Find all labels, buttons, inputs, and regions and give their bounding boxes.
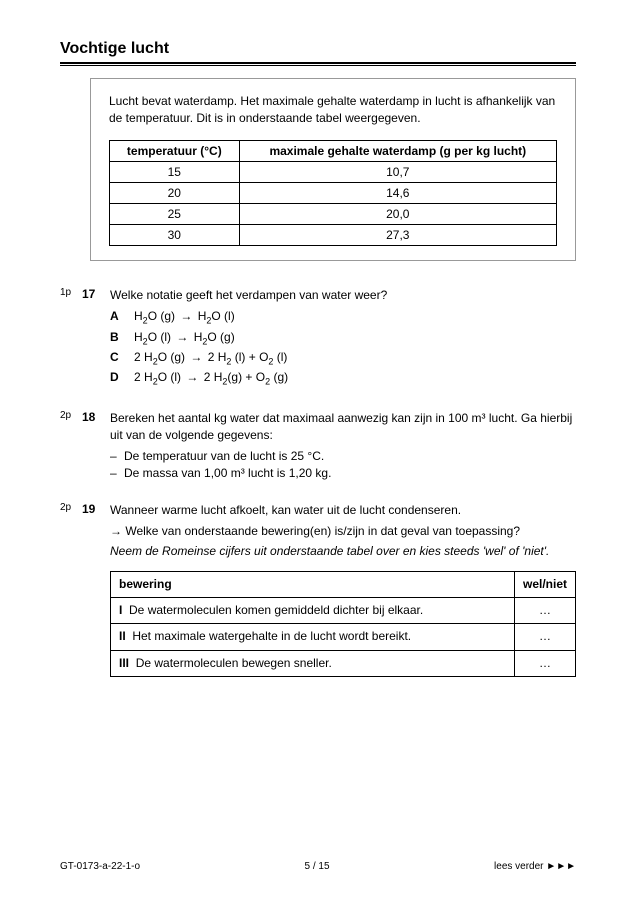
cell-value: 27,3: [239, 224, 556, 245]
question-line-text: Welke van onderstaande bewering(en) is/z…: [125, 524, 520, 538]
truth-answer: …: [514, 598, 575, 624]
bullet-list: De temperatuur van de lucht is 25 °C. De…: [110, 448, 576, 483]
cell-temp: 20: [110, 182, 240, 203]
points-label: 2p: [60, 502, 82, 513]
truth-cell: II Het maximale watergehalte in de lucht…: [111, 624, 515, 650]
option-formula: 2 H2O (g) → 2 H2 (l) + O2 (l): [134, 349, 287, 368]
cell-value: 14,6: [239, 182, 556, 203]
options: A H2O (g) → H2O (l) B H2O (l) → H2O (g) …: [110, 308, 576, 389]
truth-cell: III De watermoleculen bewegen sneller.: [111, 650, 515, 676]
question-number: 17: [82, 287, 110, 301]
bullet-item: De massa van 1,00 m³ lucht is 1,20 kg.: [110, 465, 576, 482]
truth-answer: …: [514, 650, 575, 676]
question-17: 1p 17 Welke notatie geeft het verdampen …: [60, 287, 576, 390]
truth-text: De watermoleculen komen gemiddeld dichte…: [129, 603, 423, 617]
footer-code: GT-0173-a-22-1-o: [60, 861, 140, 872]
question-line: Wanneer warme lucht afkoelt, kan water u…: [110, 502, 576, 519]
roman-label: I: [119, 603, 122, 617]
option-letter: C: [110, 349, 124, 368]
option-d: D 2 H2O (l) → 2 H2(g) + O2 (g): [110, 369, 576, 388]
question-line: → Welke van onderstaande bewering(en) is…: [110, 523, 576, 540]
th-value: maximale gehalte waterdamp (g per kg luc…: [239, 140, 556, 161]
question-text: Bereken het aantal kg water dat maximaal…: [110, 410, 576, 445]
truth-text: Het maximale watergehalte in de lucht wo…: [132, 629, 411, 643]
table-row: 15 10,7: [110, 161, 557, 182]
th-bewering: bewering: [111, 571, 515, 597]
title-rule: [60, 62, 576, 66]
question-body: Bereken het aantal kg water dat maximaal…: [110, 410, 576, 483]
table-row: 20 14,6: [110, 182, 557, 203]
roman-label: II: [119, 629, 126, 643]
instruction-italic: Neem de Romeinse cijfers uit onderstaand…: [110, 543, 576, 560]
footer-page: 5 / 15: [305, 861, 330, 872]
question-number: 19: [82, 502, 110, 516]
option-b: B H2O (l) → H2O (g): [110, 329, 576, 348]
option-a: A H2O (g) → H2O (l): [110, 308, 576, 327]
page-footer: GT-0173-a-22-1-o 5 / 15 lees verder ►►►: [60, 861, 576, 872]
table-row: 25 20,0: [110, 203, 557, 224]
arrow-icon: →: [110, 524, 125, 538]
footer-continue: lees verder ►►►: [494, 861, 576, 872]
question-number: 18: [82, 410, 110, 424]
roman-label: III: [119, 656, 129, 670]
option-formula: 2 H2O (l) → 2 H2(g) + O2 (g): [134, 369, 288, 388]
option-letter: D: [110, 369, 124, 388]
th-temp: temperatuur (°C): [110, 140, 240, 161]
cell-temp: 15: [110, 161, 240, 182]
info-text: Lucht bevat waterdamp. Het maximale geha…: [109, 93, 557, 128]
table-row: III De watermoleculen bewegen sneller. …: [111, 650, 576, 676]
question-19: 2p 19 Wanneer warme lucht afkoelt, kan w…: [60, 502, 576, 677]
info-box: Lucht bevat waterdamp. Het maximale geha…: [90, 78, 576, 261]
option-formula: H2O (g) → H2O (l): [134, 308, 235, 327]
truth-text: De watermoleculen bewegen sneller.: [136, 656, 332, 670]
option-formula: H2O (l) → H2O (g): [134, 329, 235, 348]
bullet-item: De temperatuur van de lucht is 25 °C.: [110, 448, 576, 465]
option-c: C 2 H2O (g) → 2 H2 (l) + O2 (l): [110, 349, 576, 368]
option-letter: B: [110, 329, 124, 348]
truth-cell: I De watermoleculen komen gemiddeld dich…: [111, 598, 515, 624]
cell-value: 10,7: [239, 161, 556, 182]
question-text: Welke notatie geeft het verdampen van wa…: [110, 287, 576, 304]
points-label: 1p: [60, 287, 82, 298]
section-title: Vochtige lucht: [60, 40, 576, 58]
table-row: II Het maximale watergehalte in de lucht…: [111, 624, 576, 650]
cell-temp: 30: [110, 224, 240, 245]
truth-table: bewering wel/niet I De watermoleculen ko…: [110, 571, 576, 678]
question-18: 2p 18 Bereken het aantal kg water dat ma…: [60, 410, 576, 483]
question-body: Wanneer warme lucht afkoelt, kan water u…: [110, 502, 576, 677]
option-letter: A: [110, 308, 124, 327]
truth-answer: …: [514, 624, 575, 650]
cell-temp: 25: [110, 203, 240, 224]
data-table: temperatuur (°C) maximale gehalte waterd…: [109, 140, 557, 246]
cell-value: 20,0: [239, 203, 556, 224]
table-row: 30 27,3: [110, 224, 557, 245]
table-row: I De watermoleculen komen gemiddeld dich…: [111, 598, 576, 624]
question-body: Welke notatie geeft het verdampen van wa…: [110, 287, 576, 390]
points-label: 2p: [60, 410, 82, 421]
th-welniet: wel/niet: [514, 571, 575, 597]
